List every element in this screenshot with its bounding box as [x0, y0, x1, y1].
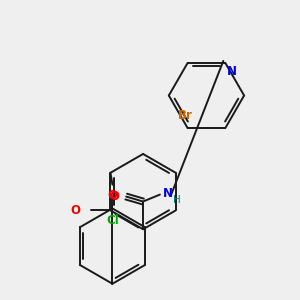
Text: N: N	[227, 65, 237, 78]
Text: O: O	[71, 204, 81, 217]
Text: O: O	[107, 189, 117, 202]
Text: O: O	[109, 190, 119, 203]
Text: H: H	[173, 194, 181, 205]
Text: Br: Br	[178, 109, 193, 122]
Text: Cl: Cl	[106, 214, 119, 227]
Text: N: N	[163, 187, 173, 200]
